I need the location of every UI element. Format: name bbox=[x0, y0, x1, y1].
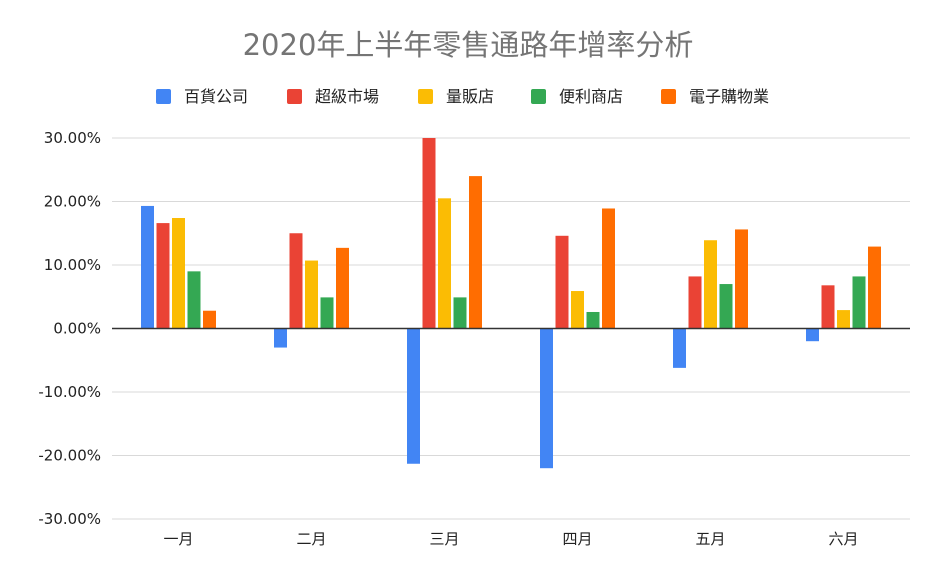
y-tick-label: -30.00% bbox=[38, 510, 101, 528]
legend-swatch bbox=[531, 89, 546, 104]
x-category-label: 一月 bbox=[163, 530, 193, 548]
legend-swatch bbox=[156, 89, 171, 104]
y-tick-label: 0.00% bbox=[53, 320, 101, 338]
x-category-label: 六月 bbox=[828, 530, 858, 548]
legend-label: 百貨公司 bbox=[184, 87, 248, 106]
gridlines bbox=[112, 137, 910, 520]
bars bbox=[141, 138, 881, 469]
bar bbox=[305, 260, 318, 329]
x-category-label: 四月 bbox=[562, 530, 592, 548]
bar bbox=[453, 297, 467, 329]
bar bbox=[407, 328, 420, 464]
x-category-label: 二月 bbox=[296, 530, 326, 548]
bar bbox=[735, 229, 748, 329]
chart-title: 2020年上半年零售通路年增率分析 bbox=[243, 28, 694, 62]
bar bbox=[852, 276, 866, 329]
bar bbox=[336, 247, 349, 329]
legend-swatch bbox=[287, 89, 302, 104]
legend-swatch bbox=[661, 89, 676, 104]
bar bbox=[141, 205, 154, 329]
bar bbox=[837, 310, 850, 329]
y-tick-label: 30.00% bbox=[44, 129, 101, 147]
x-category-label: 三月 bbox=[429, 530, 459, 548]
bar bbox=[688, 276, 702, 329]
bar bbox=[540, 328, 553, 469]
bar bbox=[172, 218, 185, 329]
x-category-label: 五月 bbox=[695, 530, 725, 548]
legend-label: 電子購物業 bbox=[689, 87, 769, 106]
legend-label: 量販店 bbox=[446, 87, 494, 106]
y-tick-label: 20.00% bbox=[44, 193, 101, 211]
bar bbox=[289, 233, 303, 329]
bar bbox=[203, 310, 216, 329]
y-tick-label: -10.00% bbox=[38, 383, 101, 401]
bar bbox=[187, 271, 201, 329]
bar bbox=[320, 297, 334, 329]
bar bbox=[586, 311, 600, 329]
bar bbox=[806, 328, 819, 342]
y-tick-label: -20.00% bbox=[38, 447, 101, 465]
bar bbox=[673, 328, 686, 368]
bar bbox=[555, 235, 569, 329]
bar bbox=[719, 284, 733, 329]
bar bbox=[602, 208, 615, 329]
bar bbox=[422, 138, 436, 329]
legend: 百貨公司 超級市場 量販店 便利商店 電子購物業 bbox=[156, 87, 769, 106]
bar bbox=[438, 198, 451, 329]
legend-label: 超級市場 bbox=[315, 87, 379, 106]
legend-label: 便利商店 bbox=[559, 87, 623, 106]
legend-swatch bbox=[418, 89, 433, 104]
x-axis-labels: 一月 二月 三月 四月 五月 六月 bbox=[163, 530, 858, 548]
bar bbox=[704, 240, 717, 329]
bar bbox=[274, 328, 287, 348]
y-tick-label: 10.00% bbox=[44, 256, 101, 274]
bar bbox=[868, 246, 881, 329]
bar bbox=[156, 223, 170, 329]
y-axis-ticks: 30.00% 20.00% 10.00% 0.00% -10.00% -20.00% -30… bbox=[38, 129, 101, 528]
bar bbox=[821, 285, 835, 329]
bar bbox=[469, 176, 482, 329]
bar bbox=[571, 291, 584, 329]
